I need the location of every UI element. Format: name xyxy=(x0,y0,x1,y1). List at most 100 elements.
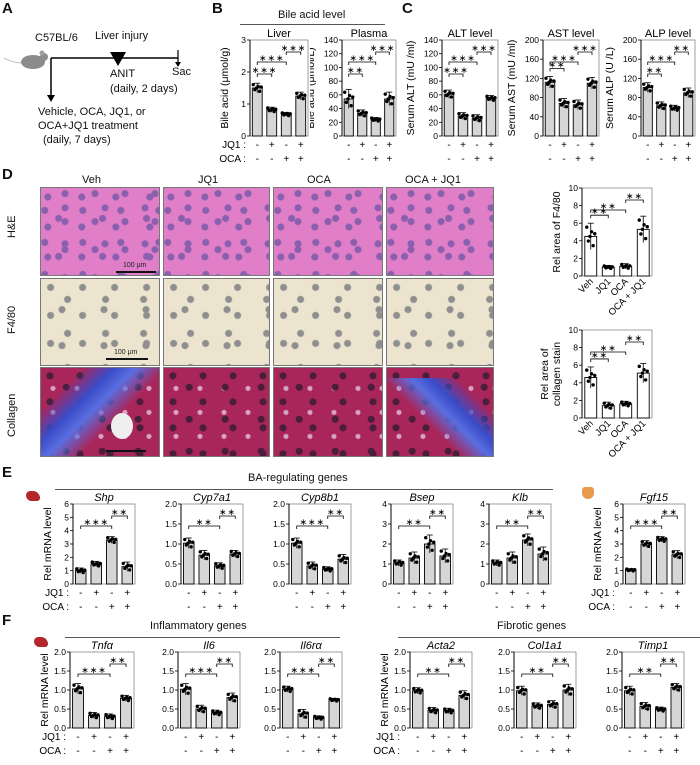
svg-text:+: + xyxy=(658,140,664,151)
svg-text:-: - xyxy=(432,746,435,757)
svg-text:0: 0 xyxy=(480,579,485,589)
svg-text:+: + xyxy=(124,588,130,599)
svg-text:-: - xyxy=(628,746,631,757)
svg-text:∗∗∗: ∗∗∗ xyxy=(252,65,278,75)
svg-text:Il6rα: Il6rα xyxy=(300,640,322,652)
svg-text:0: 0 xyxy=(534,131,539,141)
svg-text:-: - xyxy=(347,140,350,151)
svg-text:∗∗∗: ∗∗∗ xyxy=(188,665,214,675)
svg-text:Tnfα: Tnfα xyxy=(91,640,114,652)
svg-text:2.0: 2.0 xyxy=(54,647,66,657)
svg-text:+: + xyxy=(685,154,691,164)
svg-text:+: + xyxy=(525,602,531,613)
svg-text:+: + xyxy=(460,140,466,151)
svg-text:JQ1 :: JQ1 : xyxy=(376,732,400,743)
svg-text:-: - xyxy=(413,602,416,613)
intestine-icon xyxy=(582,487,594,499)
micrograph-f480-oca-jq1 xyxy=(386,278,494,366)
scale-bar-label: 100 μm xyxy=(123,262,147,269)
svg-text:2.0: 2.0 xyxy=(264,647,276,657)
svg-text:-: - xyxy=(520,746,523,757)
micrograph-he-veh: 100 μm xyxy=(40,187,160,276)
svg-text:Rel area of: Rel area of xyxy=(539,348,551,399)
svg-text:+: + xyxy=(325,602,331,613)
svg-text:-: - xyxy=(673,140,676,151)
svg-text:∗∗: ∗∗ xyxy=(425,665,442,675)
svg-text:Veh: Veh xyxy=(577,276,596,295)
svg-text:1.0: 1.0 xyxy=(54,685,66,695)
svg-text:+: + xyxy=(109,602,115,613)
svg-text:1: 1 xyxy=(64,566,69,576)
svg-text:5: 5 xyxy=(614,512,619,522)
timeline-diagram xyxy=(3,50,181,102)
svg-text:1.5: 1.5 xyxy=(394,666,406,676)
svg-text:-: - xyxy=(536,746,539,757)
svg-text:∗∗∗: ∗∗∗ xyxy=(83,517,109,527)
svg-text:∗∗∗: ∗∗∗ xyxy=(259,53,285,63)
svg-text:JQ1 :: JQ1 : xyxy=(591,588,615,599)
svg-text:-: - xyxy=(295,588,298,599)
svg-text:Serum AST (mU /ml): Serum AST (mU /ml) xyxy=(506,40,518,137)
liver-icon xyxy=(34,637,48,647)
svg-text:-: - xyxy=(520,732,523,743)
group-divider xyxy=(398,637,700,638)
svg-text:∗∗∗: ∗∗∗ xyxy=(450,53,476,63)
svg-text:+: + xyxy=(461,746,467,757)
svg-text:1: 1 xyxy=(382,559,387,569)
svg-text:0: 0 xyxy=(433,131,438,141)
svg-text:+: + xyxy=(488,140,494,151)
svg-text:OCA :: OCA : xyxy=(39,746,66,757)
scale-bar-label: 100 μm xyxy=(114,349,138,356)
svg-text:4: 4 xyxy=(382,499,387,509)
svg-text:2: 2 xyxy=(573,253,578,263)
svg-text:-: - xyxy=(76,746,79,757)
group-divider xyxy=(55,489,553,490)
col-label-oca: OCA xyxy=(307,174,331,186)
svg-text:∗∗: ∗∗ xyxy=(591,206,608,216)
panel-label-d: D xyxy=(2,166,13,183)
svg-text:160: 160 xyxy=(525,54,539,64)
svg-text:3: 3 xyxy=(614,539,619,549)
svg-text:∗∗∗: ∗∗∗ xyxy=(551,53,577,63)
svg-text:-: - xyxy=(644,746,647,757)
svg-text:∗∗: ∗∗ xyxy=(600,343,617,353)
chart-c-alp: ALP level 0 40 80 120 160 200 Serum ALP (U /L) ∗… xyxy=(604,28,696,164)
svg-text:+: + xyxy=(509,588,515,599)
svg-text:+: + xyxy=(269,140,275,151)
svg-text:0.0: 0.0 xyxy=(264,723,276,733)
panel-label-f: F xyxy=(2,612,12,629)
svg-text:+: + xyxy=(488,154,494,164)
svg-text:OCA :: OCA : xyxy=(588,602,615,613)
svg-text:∗∗: ∗∗ xyxy=(626,191,643,201)
svg-text:-: - xyxy=(397,588,400,599)
svg-text:-: - xyxy=(461,154,464,164)
svg-text:∗∗: ∗∗ xyxy=(646,65,663,75)
svg-text:-: - xyxy=(286,732,289,743)
svg-text:+: + xyxy=(198,732,204,743)
svg-text:1: 1 xyxy=(614,566,619,576)
svg-text:140: 140 xyxy=(424,35,438,45)
svg-text:collagen stain: collagen stain xyxy=(551,342,563,406)
svg-text:∗∗: ∗∗ xyxy=(216,655,233,665)
panel-label-a: A xyxy=(2,0,13,17)
svg-text:-: - xyxy=(311,602,314,613)
svg-text:-: - xyxy=(256,154,259,164)
svg-text:10: 10 xyxy=(569,325,579,335)
svg-text:-: - xyxy=(629,588,632,599)
svg-text:1.0: 1.0 xyxy=(162,685,174,695)
svg-text:80: 80 xyxy=(530,93,540,103)
svg-text:∗∗: ∗∗ xyxy=(637,665,654,675)
chart-c-alt: ALT level 0 20 40 60 80 100 120 140 Serum ALT (mU… xyxy=(405,28,499,164)
svg-text:+: + xyxy=(674,588,680,599)
svg-text:∗∗∗: ∗∗∗ xyxy=(633,517,659,527)
svg-text:+: + xyxy=(673,746,679,757)
mouse-icon xyxy=(3,50,48,69)
svg-text:Cyp8b1: Cyp8b1 xyxy=(301,492,339,504)
svg-text:∗∗: ∗∗ xyxy=(406,517,423,527)
svg-text:+: + xyxy=(550,746,556,757)
svg-text:-: - xyxy=(285,140,288,151)
